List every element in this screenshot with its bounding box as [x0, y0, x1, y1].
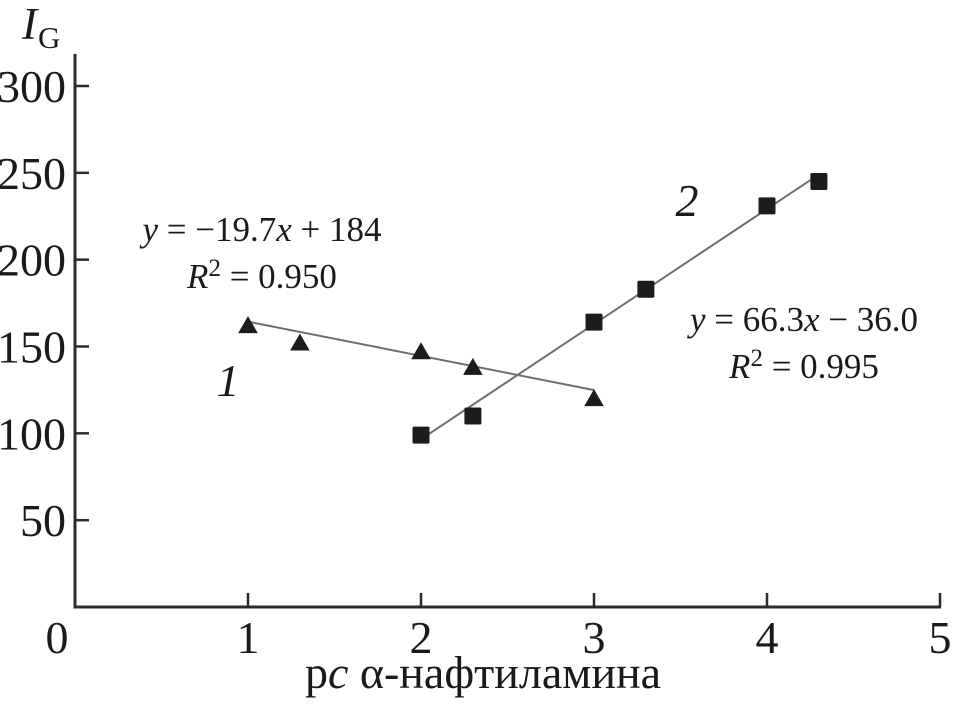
data-point-square-series-2 [758, 197, 776, 215]
y-tick-label: 50 [20, 495, 66, 546]
series-1-label: 1 [216, 355, 240, 406]
data-point-square-series-2 [810, 173, 828, 191]
x-axis-title-pre: p [304, 647, 328, 698]
x-tick-label: 2 [410, 612, 433, 663]
eq2-r-symbol: R [729, 347, 751, 386]
eq1-end: + 184 [291, 210, 382, 249]
y-tick-label: 100 [0, 408, 66, 459]
x-axis-title-variable: c [327, 647, 349, 698]
data-point-triangle-series-1 [238, 316, 258, 334]
eq1-x-var: x [276, 210, 292, 249]
equation-2-line: y = 66.3x − 36.0 [629, 296, 953, 343]
x-axis-title-post: α-нафтиламина [348, 647, 662, 698]
data-point-square-series-2 [637, 280, 655, 298]
equation-1-line: y = −19.7x + 184 [87, 206, 437, 253]
x-axis-title: pc α-нафтиламина [233, 647, 733, 699]
x-tick-label: 1 [237, 612, 260, 663]
regression-line-2 [420, 173, 820, 441]
eq1-r-exponent: 2 [208, 255, 221, 282]
x-tick-label: 0 [46, 612, 69, 663]
eq1-r-symbol: R [187, 257, 209, 296]
eq2-mid: = 66.3 [705, 300, 804, 339]
y-tick-label: 250 [0, 148, 66, 199]
x-tick-label: 3 [583, 612, 606, 663]
eq2-r-exponent: 2 [750, 345, 763, 372]
data-point-square-series-2 [412, 426, 430, 444]
equation-annotation-series-2: y = 66.3x − 36.0 R2 = 0.995 [629, 296, 953, 390]
y-tick-label: 150 [0, 321, 66, 372]
data-point-square-series-2 [585, 313, 603, 331]
eq2-end: − 36.0 [819, 300, 919, 339]
eq1-r-value: = 0.950 [220, 257, 337, 296]
data-point-square-series-2 [464, 407, 482, 425]
y-axis-title: IG [22, 0, 61, 55]
y-tick-label: 300 [0, 61, 66, 112]
equation-annotation-series-1: y = −19.7x + 184 R2 = 0.950 [87, 206, 437, 300]
r-squared-2-line: R2 = 0.995 [629, 343, 953, 390]
eq2-y-var: y [689, 300, 706, 339]
series-2-label: 2 [675, 175, 699, 226]
data-point-triangle-series-1 [463, 357, 483, 375]
eq2-x-var: x [804, 300, 820, 339]
data-point-triangle-series-1 [584, 389, 604, 407]
data-point-triangle-series-1 [411, 342, 431, 360]
x-tick-label: 5 [929, 612, 952, 663]
eq1-y-var: y [142, 210, 158, 249]
data-point-triangle-series-1 [290, 333, 310, 351]
x-tick-label: 4 [756, 612, 779, 663]
eq2-r-value: = 0.995 [762, 347, 879, 386]
y-axis-title-subscript: G [38, 20, 61, 55]
eq1-mid: = −19.7 [158, 210, 277, 249]
y-axis-title-symbol: I [22, 0, 37, 49]
r-squared-1-line: R2 = 0.950 [87, 253, 437, 300]
y-tick-label: 200 [0, 235, 66, 286]
